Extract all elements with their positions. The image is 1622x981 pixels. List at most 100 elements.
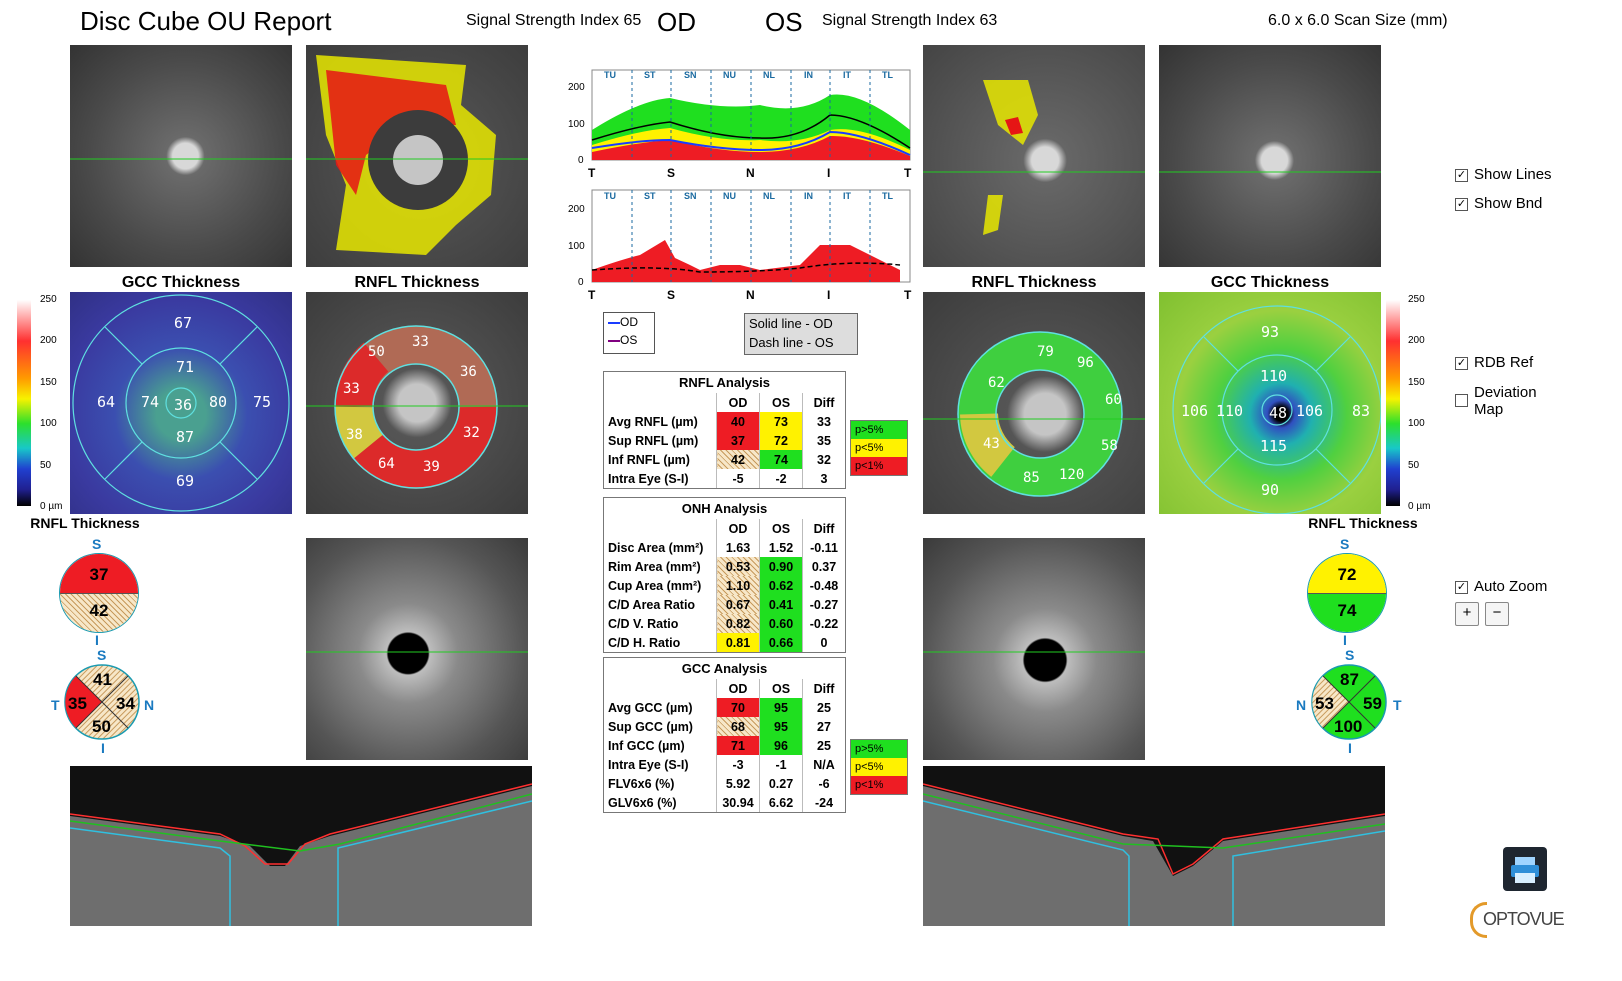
table-row: Rim Area (mm²) 0.53 0.90 0.37 <box>604 557 845 576</box>
os-hemi-inf: 74 <box>1308 593 1386 632</box>
rnfl-sector-value: 58 <box>1101 438 1118 454</box>
gcc-value: 83 <box>1352 402 1371 420</box>
diff-value: 27 <box>817 719 831 734</box>
os-hemi-circle: 72 74 <box>1307 553 1387 633</box>
os-gcc-map: 93 110 106 110 48 106 83 115 90 <box>1159 292 1381 514</box>
y-tick: 100 <box>568 119 585 130</box>
rnfl-sector-value: 33 <box>412 334 429 350</box>
quad-n-label: N <box>144 697 155 713</box>
sector-label: TU <box>604 191 616 201</box>
os-legend-label: OS <box>620 333 638 347</box>
quad-i-label: I <box>101 740 105 756</box>
rnfl-sector-value: 62 <box>988 375 1005 391</box>
os-value: 1.52 <box>759 538 803 557</box>
row-label: Rim Area (mm²) <box>604 557 717 576</box>
quad-inf-value: 50 <box>92 717 111 736</box>
legend-p1: p<1% <box>851 776 907 794</box>
od-rnfl-deviation-image <box>306 45 528 267</box>
zoom-out-button[interactable]: − <box>1485 602 1509 626</box>
rnfl-significance-legend: p>5% p<5% p<1% <box>850 420 908 476</box>
od-value: 30.94 <box>716 793 760 812</box>
x-tick: I <box>827 288 831 302</box>
od-hemi-circle: 37 42 <box>59 553 139 633</box>
rnfl-sector-value: 43 <box>983 436 1000 452</box>
scale-tick: 200 <box>40 335 57 346</box>
row-label: FLV6x6 (%) <box>604 774 717 793</box>
gcc-value: 87 <box>176 428 195 446</box>
eye-line-legend: OD OS <box>603 312 655 354</box>
table-row: Inf GCC (µm) 71 96 25 <box>604 736 845 755</box>
sector-label: SN <box>684 70 697 80</box>
zoom-in-button[interactable]: + <box>1455 602 1479 626</box>
brand-logo-arc <box>1470 902 1487 938</box>
sector-label: NL <box>763 191 775 201</box>
x-tick: T <box>588 166 596 180</box>
scale-tick: 150 <box>40 377 57 388</box>
table-row: Sup GCC (µm) 68 95 27 <box>604 717 845 736</box>
row-label: Inf RNFL (µm) <box>604 450 717 469</box>
checkbox-box[interactable]: ✓ <box>1455 357 1468 370</box>
quad-s-label: S <box>97 647 107 663</box>
os-color-scale <box>1386 300 1400 506</box>
x-tick: I <box>827 166 831 180</box>
os-value: -2 <box>759 469 803 488</box>
show-lines-checkbox[interactable]: ✓ Show Lines <box>1455 166 1552 183</box>
od-bscan-svg <box>70 783 532 926</box>
auto-zoom-checkbox[interactable]: ✓ Auto Zoom <box>1455 578 1547 595</box>
table-row: C/D H. Ratio 0.81 0.66 0 <box>604 633 845 652</box>
gcc-value: 69 <box>176 472 195 490</box>
od-value: 70 <box>716 698 760 717</box>
sector-label: NU <box>723 70 736 80</box>
hemi-s-label: S <box>1340 536 1350 552</box>
os-value: 74 <box>759 450 803 469</box>
os-gcc-grid <box>1172 305 1381 514</box>
checkbox-label: Deviation Map <box>1474 384 1537 418</box>
solid-line-label: Solid line - OD <box>749 316 833 331</box>
show-bnd-checkbox[interactable]: ✓ Show Bnd <box>1455 195 1542 212</box>
zoom-out-icon: − <box>1492 604 1502 621</box>
scale-tick: 50 <box>40 460 52 471</box>
od-value: -3 <box>716 755 760 774</box>
od-value: 37 <box>716 431 760 450</box>
y-tick: 200 <box>568 82 585 93</box>
x-tick: S <box>667 288 676 302</box>
rdb-ref-checkbox[interactable]: ✓ RDB Ref <box>1455 354 1533 371</box>
quad-nas-value: 34 <box>116 694 135 713</box>
scale-tick: 50 <box>1408 460 1420 471</box>
od-value: 1.10 <box>716 576 760 595</box>
diff-value: 0 <box>820 635 828 650</box>
rnfl-sector-value: 50 <box>368 344 385 360</box>
os-value: 96 <box>759 736 803 755</box>
os-value: 0.90 <box>759 557 803 576</box>
rnfl-analysis-title: RNFL Analysis <box>678 375 771 390</box>
checkbox-box[interactable]: ✓ <box>1455 198 1468 211</box>
print-button[interactable] <box>1503 847 1547 891</box>
tsnit-sector-labels-bottom: TU ST SN NU NL IN IT TL <box>592 191 910 203</box>
sector-label: TL <box>882 191 893 201</box>
scale-tick: 100 <box>40 418 57 429</box>
od-quadrant-circle: 41 35 34 50 <box>64 664 140 740</box>
scale-tick: 0 µm <box>40 501 63 512</box>
sector-label: IT <box>843 70 851 80</box>
gcc-value: 48 <box>1269 404 1288 422</box>
quad-t-label: T <box>1393 697 1402 713</box>
col-diff: Diff <box>813 521 835 536</box>
os-value: 6.62 <box>759 793 803 812</box>
deviation-map-checkbox[interactable]: Deviation Map <box>1455 384 1545 418</box>
od-value: 1.63 <box>716 538 760 557</box>
table-row: Cup Area (mm²) 1.10 0.62 -0.48 <box>604 576 845 595</box>
tsnit-svg <box>591 69 911 283</box>
checkbox-box[interactable] <box>1455 394 1468 407</box>
report-title: Disc Cube OU Report <box>80 6 332 36</box>
legend-p5-normal: p>5% <box>851 421 907 439</box>
checkbox-box[interactable]: ✓ <box>1455 169 1468 182</box>
gcc-value: 106 <box>1296 402 1324 420</box>
x-tick: T <box>904 288 912 302</box>
os-bscan-image <box>923 766 1385 926</box>
row-label: C/D H. Ratio <box>604 633 717 652</box>
gcc-value: 67 <box>174 314 193 332</box>
checkbox-box[interactable]: ✓ <box>1455 581 1468 594</box>
rnfl-sector-value: 79 <box>1037 344 1054 360</box>
onh-analysis-table: ONH Analysis OD OS Diff Disc Area (mm²) 1.6… <box>603 497 846 653</box>
brand-logo: OPTOVUE <box>1483 909 1565 929</box>
